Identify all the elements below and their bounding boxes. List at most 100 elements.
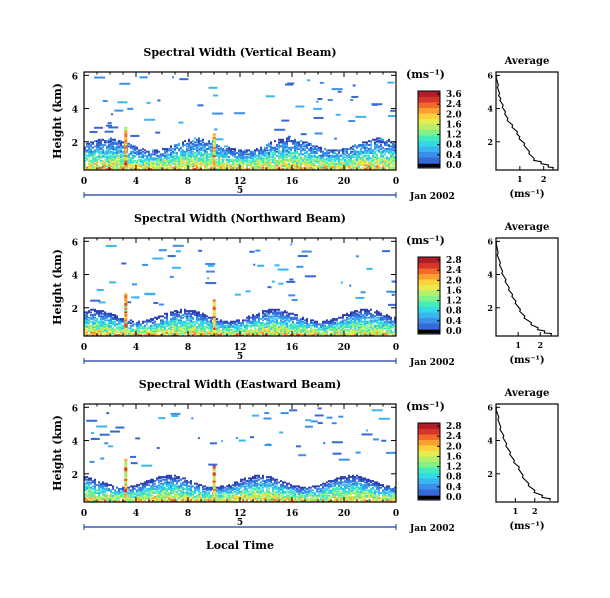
heatmap-cell	[98, 481, 100, 484]
heatmap-cell	[306, 162, 308, 165]
heatmap-cell	[124, 299, 128, 302]
heatmap-cell	[236, 327, 238, 330]
heatmap-cell	[182, 162, 184, 165]
heatmap-cell	[88, 164, 90, 167]
heatmap-cell	[270, 320, 272, 323]
heatmap-cell	[258, 162, 260, 165]
heatmap-cell	[344, 168, 346, 170]
heatmap-cell	[112, 148, 114, 151]
heatmap-cell	[324, 168, 326, 170]
heatmap-cell	[342, 332, 344, 335]
heatmap-cell	[246, 164, 248, 167]
heatmap-cell	[88, 488, 90, 491]
heatmap-cell	[386, 323, 388, 326]
heatmap-cell	[196, 311, 198, 314]
heatmap-cell	[122, 141, 124, 144]
heatmap-cell	[364, 165, 366, 168]
heatmap-cell	[294, 324, 296, 327]
heatmap-cell	[218, 327, 220, 330]
heatmap-cell	[284, 146, 286, 149]
heatmap-cell	[130, 330, 132, 333]
heatmap-cell	[124, 165, 128, 168]
heatmap-cell	[266, 168, 268, 170]
colorbar-swatch	[418, 91, 440, 97]
heatmap-cell	[302, 158, 304, 161]
heatmap-cell	[286, 318, 288, 321]
heatmap-cell	[296, 141, 298, 144]
heatmap-cell	[276, 332, 278, 335]
heatmap-cell	[124, 143, 128, 146]
heatmap-cell	[338, 154, 340, 157]
heatmap-cell	[370, 328, 372, 331]
heatmap-cell	[248, 164, 250, 167]
heatmap-cell	[122, 496, 124, 499]
heatmap-cell	[302, 142, 304, 145]
heatmap-cell	[260, 327, 262, 330]
heatmap-cell	[316, 150, 318, 153]
heatmap-cell	[382, 328, 384, 331]
heatmap-cell	[118, 156, 120, 159]
heatmap-cell	[116, 146, 118, 149]
heatmap-cell	[140, 165, 142, 168]
heatmap-cell	[212, 148, 216, 151]
heatmap-cell	[320, 166, 322, 169]
heatmap-cell	[250, 316, 252, 319]
heatmap-cell	[84, 315, 86, 318]
heatmap-cell	[256, 324, 258, 327]
heatmap-cell	[153, 301, 159, 304]
heatmap-cell	[244, 319, 246, 322]
heatmap-cell	[354, 330, 356, 333]
heatmap-cell	[310, 320, 312, 323]
heatmap-cell	[354, 312, 356, 315]
heatmap-cell	[136, 485, 138, 488]
heatmap-cell	[382, 323, 384, 326]
heatmap-cell	[84, 316, 86, 319]
heatmap-cell	[178, 165, 180, 168]
heatmap-cell	[162, 161, 164, 164]
heatmap-cell	[204, 331, 206, 334]
heatmap-cell	[108, 320, 110, 323]
heatmap-cell	[336, 324, 338, 327]
heatmap-cell	[96, 146, 98, 149]
heatmap-cell	[294, 138, 296, 141]
heatmap-cell	[260, 164, 262, 167]
heatmap-cell	[364, 331, 366, 334]
heatmap-cell	[130, 498, 132, 501]
heatmap-cell	[262, 311, 264, 314]
heatmap-cell	[354, 324, 356, 327]
heatmap-cell	[124, 329, 128, 332]
heatmap-cell	[286, 140, 288, 143]
heatmap-cell	[194, 326, 196, 329]
heatmap-cell	[276, 326, 278, 329]
heatmap-cell	[198, 328, 200, 331]
heatmap-cell	[222, 150, 224, 153]
heatmap-cell	[152, 334, 154, 336]
heatmap-cell	[226, 152, 228, 155]
heatmap-cell	[258, 152, 260, 155]
heatmap-cell	[326, 322, 328, 325]
heatmap-cell	[362, 156, 364, 159]
heatmap-cell	[352, 168, 354, 170]
heatmap-cell	[100, 156, 102, 159]
heatmap-cell	[298, 148, 300, 151]
colorbar-tick-label: 1.2	[446, 297, 462, 307]
heatmap-cell	[352, 164, 354, 167]
heatmap-cell	[216, 323, 218, 326]
heatmap-cell	[374, 148, 376, 151]
heatmap-cell	[190, 158, 192, 161]
heatmap-cell	[276, 319, 278, 322]
heatmap-cell	[366, 267, 373, 270]
heatmap-cell	[94, 157, 96, 160]
colorbar-swatch	[418, 164, 440, 167]
heatmap-cell	[108, 141, 110, 144]
heatmap-cell	[276, 328, 278, 331]
heatmap-cell	[152, 150, 154, 153]
heatmap-cell	[106, 319, 108, 322]
heatmap-cell	[206, 332, 208, 335]
heatmap-cell	[116, 157, 118, 160]
heatmap-cell	[342, 327, 344, 330]
heatmap-cell	[92, 485, 94, 488]
heatmap-cell	[298, 144, 300, 147]
heatmap-cell	[156, 318, 158, 321]
heatmap-cell	[266, 315, 268, 318]
